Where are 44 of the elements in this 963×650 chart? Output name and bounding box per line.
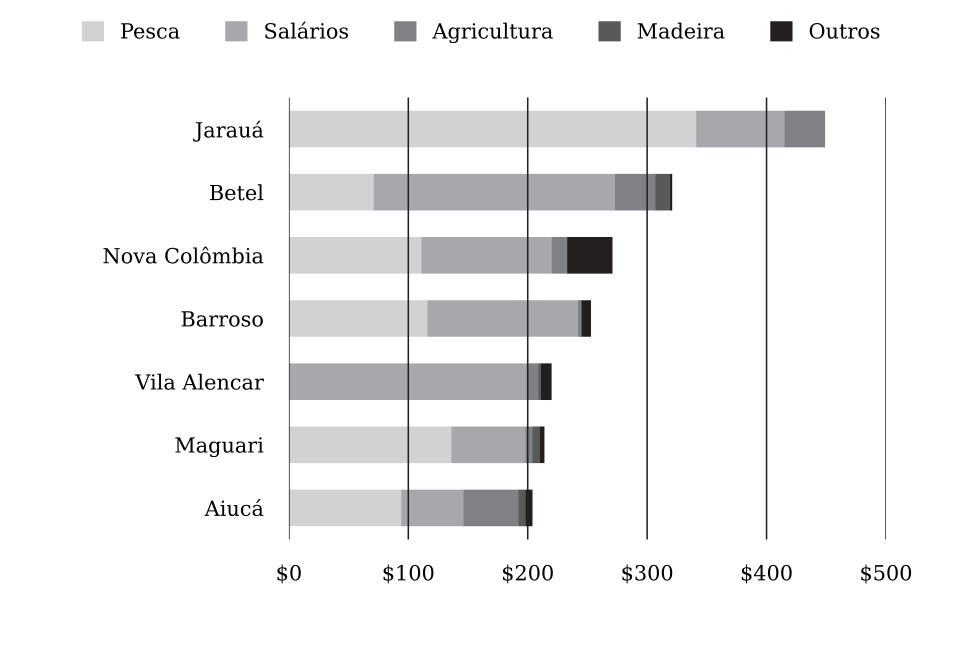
y-tick-label: Vila Alencar (135, 374, 264, 390)
bar (567, 237, 613, 274)
y-tick-label: Aiucá (204, 499, 264, 516)
bar (288, 110, 696, 148)
y-tick-label: Betel (210, 184, 264, 200)
bar (655, 174, 670, 211)
x-tick-label: $0 (277, 564, 301, 584)
bar (518, 490, 526, 526)
x-tick-label: $400 (742, 564, 792, 584)
bar (374, 174, 615, 211)
bar (288, 237, 422, 274)
bar (540, 426, 544, 464)
y-tick-label: Nova Colômbia (103, 246, 264, 264)
bar (540, 363, 552, 400)
bar (288, 490, 402, 526)
bar (538, 363, 541, 400)
legend-label: Agricultura (432, 22, 553, 44)
bar (288, 300, 428, 337)
x-tick-label: $500 (861, 564, 912, 584)
bar (696, 110, 784, 148)
bar (288, 363, 527, 400)
bar (578, 300, 582, 337)
legend-label: Madeira (638, 22, 725, 39)
bar (427, 300, 578, 337)
bar (463, 490, 518, 526)
x-tick-label: $100 (384, 564, 434, 584)
y-tick-label: Barroso (182, 311, 263, 327)
bar (401, 490, 464, 526)
bar (552, 237, 568, 274)
y-tick-label: Jarauá (193, 120, 264, 142)
bar (784, 110, 826, 148)
legend-label: Salários (265, 22, 348, 39)
legend-label: Pesca (121, 23, 180, 39)
x-tick-label: $300 (622, 564, 672, 584)
bar (288, 174, 374, 211)
bar (532, 426, 540, 464)
x-tick-label: $200 (502, 564, 553, 584)
bar (581, 300, 592, 337)
bar (421, 237, 552, 274)
bar (614, 174, 656, 211)
legend-label: Outros (810, 22, 880, 39)
y-tick-label: Maguari (175, 437, 264, 458)
bar (288, 426, 452, 464)
bar (451, 426, 526, 464)
